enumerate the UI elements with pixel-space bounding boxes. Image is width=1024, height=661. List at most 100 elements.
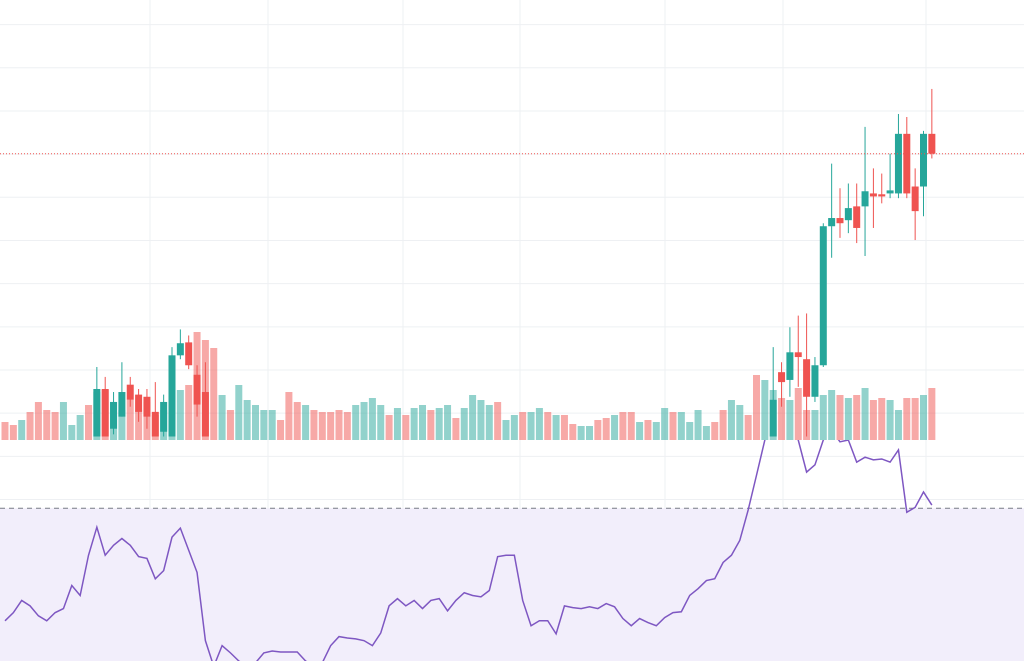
volume-bar	[519, 412, 527, 440]
candle-body	[853, 206, 861, 228]
volume-bar	[753, 375, 760, 440]
candle-body	[886, 190, 894, 194]
volume-bar	[502, 420, 510, 440]
volume-bar	[702, 426, 710, 440]
rsi-pane	[0, 440, 1024, 661]
volume-bar	[594, 420, 602, 440]
volume-bar	[661, 408, 669, 440]
volume-bar	[694, 410, 702, 440]
volume-bar	[444, 405, 452, 440]
candle-body	[920, 133, 927, 187]
volume-bar	[210, 348, 218, 440]
volume-bar	[126, 400, 134, 440]
volume-bar	[652, 422, 660, 440]
volume-bar	[844, 398, 852, 440]
volume-bar	[377, 405, 385, 440]
volume-bar	[385, 415, 393, 440]
candle-body	[135, 394, 143, 412]
volume-bar	[469, 395, 477, 440]
candles	[0, 88, 1024, 437]
rsi-band	[0, 508, 1024, 661]
candle-body	[168, 355, 176, 437]
volume-bar	[226, 410, 234, 440]
volume-bar	[268, 410, 276, 440]
volume-bar	[819, 395, 827, 440]
candle-body	[118, 392, 126, 417]
volume-bar	[335, 410, 343, 440]
volume-bar	[277, 420, 285, 440]
volume-bar	[185, 385, 193, 440]
volume-bar	[410, 408, 418, 440]
volume-bar	[811, 410, 819, 440]
volume-bar	[560, 415, 568, 440]
volume-bar	[18, 420, 26, 440]
candle-body	[151, 411, 159, 437]
volume-bar	[552, 415, 560, 440]
volume-bar	[778, 398, 786, 440]
candle-body	[769, 399, 777, 437]
volume-bar	[427, 410, 435, 440]
candle-body	[126, 384, 134, 400]
volume-bar	[853, 395, 861, 440]
volume-bar	[460, 408, 468, 440]
volume-bar	[894, 410, 902, 440]
volume-bar	[327, 412, 335, 440]
volume-bar	[485, 405, 493, 440]
candle-body	[844, 208, 852, 221]
candle-body	[201, 392, 209, 437]
volume-bar	[627, 412, 635, 440]
candle-body	[778, 372, 786, 383]
candle-body	[819, 226, 827, 366]
candle-body	[869, 193, 877, 197]
candle-body	[803, 359, 811, 397]
volume-bar	[68, 425, 76, 440]
volume-bar	[744, 415, 752, 440]
volume-bar	[26, 412, 34, 440]
candle-body	[836, 218, 844, 224]
volume-bar	[59, 402, 67, 440]
candle-body	[101, 389, 109, 437]
volume-bar	[828, 390, 836, 440]
candle-body	[911, 186, 919, 212]
volume-bar	[85, 405, 92, 440]
candle-body	[185, 342, 193, 366]
volume-bar	[711, 422, 719, 440]
candle-body	[176, 343, 184, 356]
volume-bar	[886, 400, 894, 440]
volume-bar	[903, 398, 911, 440]
volume-bar	[368, 398, 376, 440]
volume-bar	[310, 410, 318, 440]
volume-bar	[218, 395, 226, 440]
candle-body	[193, 374, 201, 405]
candle-body	[861, 191, 869, 207]
candle-body	[794, 352, 802, 358]
volume-bar	[619, 412, 627, 440]
volume-bar	[243, 400, 251, 440]
volume-bar	[911, 398, 919, 440]
volume-bar	[786, 400, 794, 440]
volume-bar	[76, 415, 84, 440]
volume-bar	[869, 400, 877, 440]
volume-bar	[920, 395, 927, 440]
volume-bar	[402, 415, 410, 440]
volume-bar	[736, 405, 744, 440]
volume-bar	[836, 395, 844, 440]
volume-bar	[794, 388, 802, 440]
volume-bar	[118, 410, 126, 440]
volume-bar	[285, 392, 293, 440]
volume-pane	[1, 332, 936, 440]
candle-body	[828, 218, 836, 227]
volume-bar	[577, 426, 585, 440]
candle-body	[903, 133, 911, 194]
volume-bar	[861, 388, 869, 440]
candle-body	[878, 194, 886, 197]
volume-bar	[677, 412, 685, 440]
volume-bar	[343, 412, 351, 440]
candle-body	[786, 352, 794, 380]
volume-bar	[302, 405, 310, 440]
candle-body	[143, 396, 151, 417]
volume-bar	[878, 398, 886, 440]
volume-bar	[535, 408, 543, 440]
volume-bar	[636, 422, 644, 440]
